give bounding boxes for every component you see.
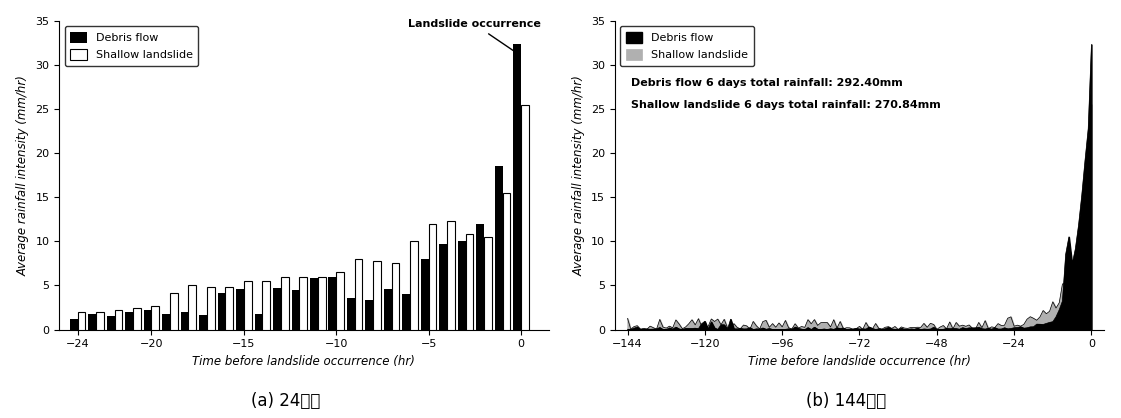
- Bar: [274, 288, 281, 330]
- Bar: [180, 312, 188, 330]
- Text: (b) 144시간: (b) 144시간: [806, 392, 887, 410]
- Bar: [254, 314, 262, 330]
- Bar: [114, 310, 122, 330]
- Text: Shallow landslide 6 days total rainfall: 270.84mm: Shallow landslide 6 days total rainfall:…: [631, 100, 941, 110]
- Legend: Debris flow, Shallow landslide: Debris flow, Shallow landslide: [65, 26, 198, 66]
- Bar: [328, 277, 336, 330]
- Bar: [237, 289, 244, 330]
- Bar: [151, 306, 159, 330]
- Bar: [170, 293, 178, 330]
- Bar: [217, 293, 225, 330]
- Bar: [348, 298, 354, 330]
- Bar: [281, 277, 288, 330]
- Bar: [465, 234, 473, 330]
- X-axis label: Time before landslide occurrence (hr): Time before landslide occurrence (hr): [193, 355, 416, 368]
- Bar: [494, 166, 502, 330]
- Bar: [383, 289, 391, 330]
- Text: Debris flow 6 days total rainfall: 292.40mm: Debris flow 6 days total rainfall: 292.4…: [631, 78, 902, 88]
- Bar: [70, 319, 77, 330]
- Text: (a) 24시간: (a) 24시간: [251, 392, 321, 410]
- Bar: [143, 310, 151, 330]
- X-axis label: Time before landslide occurrence (hr): Time before landslide occurrence (hr): [748, 355, 971, 368]
- Bar: [420, 259, 428, 330]
- Bar: [89, 314, 96, 330]
- Legend: Debris flow, Shallow landslide: Debris flow, Shallow landslide: [620, 26, 754, 66]
- Bar: [317, 277, 325, 330]
- Bar: [126, 312, 133, 330]
- Bar: [106, 316, 114, 330]
- Bar: [311, 278, 317, 330]
- Bar: [77, 312, 85, 330]
- Bar: [291, 290, 299, 330]
- Y-axis label: Average rainfall intensity (mm/hr): Average rainfall intensity (mm/hr): [572, 75, 585, 275]
- Bar: [410, 241, 418, 330]
- Bar: [262, 281, 270, 330]
- Bar: [244, 281, 251, 330]
- Bar: [200, 315, 207, 330]
- Bar: [428, 224, 436, 330]
- Y-axis label: Average rainfall intensity (mm/hr): Average rainfall intensity (mm/hr): [17, 75, 29, 275]
- Bar: [163, 314, 170, 330]
- Bar: [502, 193, 510, 330]
- Bar: [354, 259, 362, 330]
- Bar: [133, 308, 141, 330]
- Bar: [402, 294, 410, 330]
- Bar: [373, 261, 381, 330]
- Bar: [457, 241, 465, 330]
- Bar: [447, 221, 455, 330]
- Bar: [476, 224, 484, 330]
- Bar: [439, 244, 447, 330]
- Bar: [336, 272, 344, 330]
- Bar: [484, 237, 492, 330]
- Bar: [96, 312, 104, 330]
- Bar: [207, 287, 214, 330]
- Bar: [365, 300, 373, 330]
- Bar: [513, 44, 521, 330]
- Bar: [225, 287, 233, 330]
- Bar: [391, 263, 399, 330]
- Text: Landslide occurrence: Landslide occurrence: [408, 20, 541, 55]
- Bar: [299, 277, 307, 330]
- Bar: [521, 104, 529, 330]
- Bar: [188, 285, 196, 330]
